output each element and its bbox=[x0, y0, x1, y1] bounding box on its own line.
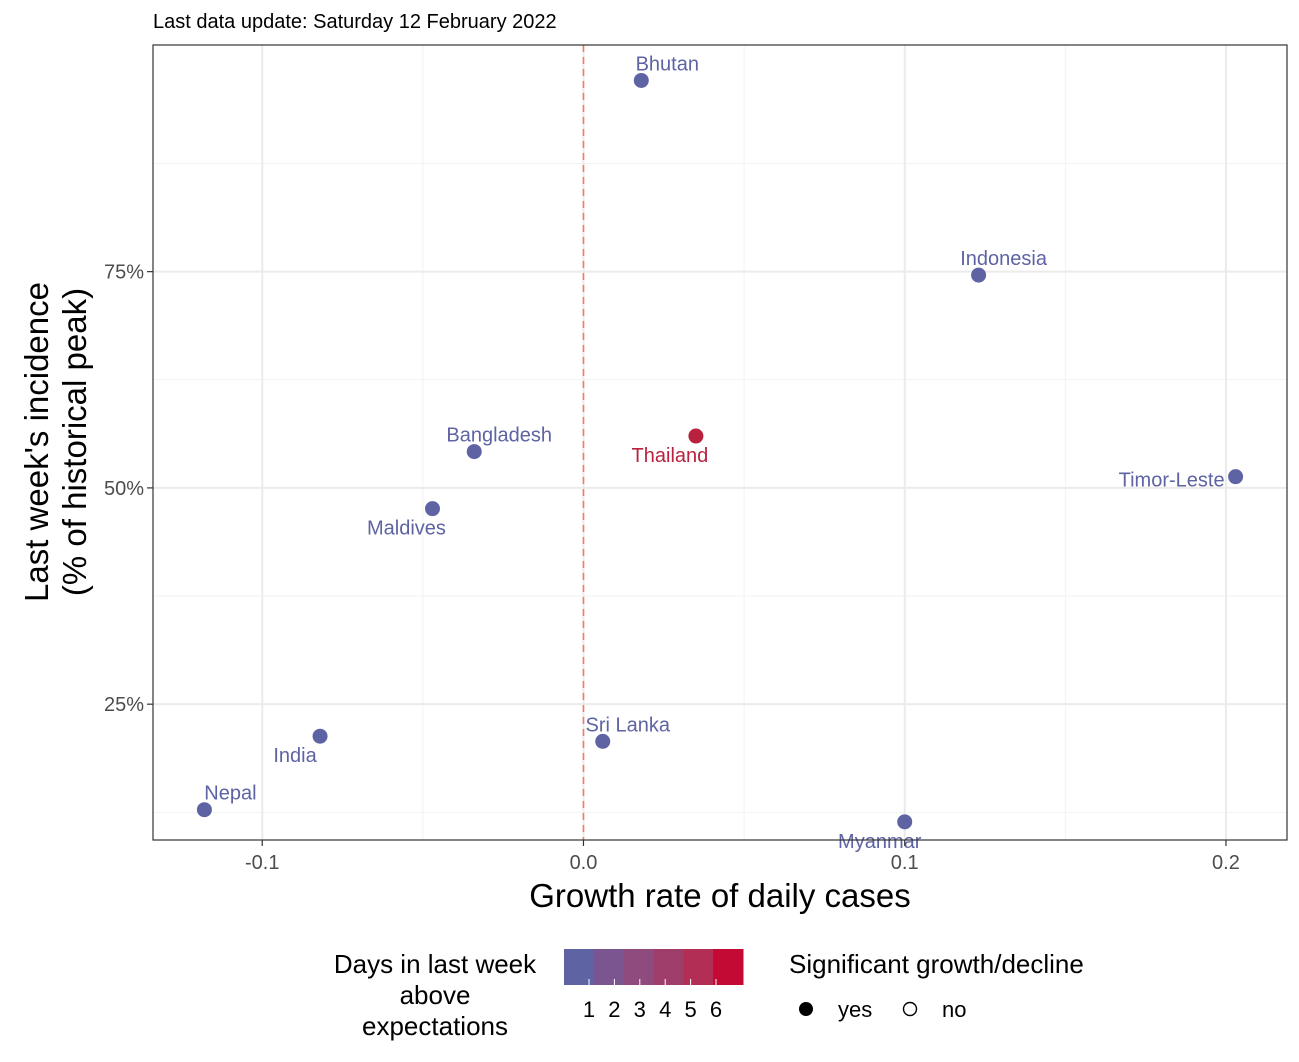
y-axis-title-line-1: Last week's incidence bbox=[18, 282, 55, 602]
point-label-maldives: Maldives bbox=[367, 518, 446, 540]
point-label-india: India bbox=[273, 745, 317, 767]
shape-legend-title: Significant growth/decline bbox=[789, 949, 1084, 979]
y-axis-title-line-2: (% of historical peak) bbox=[56, 288, 93, 596]
point-label-nepal: Nepal bbox=[204, 783, 256, 805]
shape-legend: Significant growth/decline yes no bbox=[789, 949, 1084, 1022]
point-label-indonesia: Indonesia bbox=[960, 248, 1048, 270]
gradient-label: 4 bbox=[659, 997, 671, 1022]
x-tick-label: 0.2 bbox=[1212, 852, 1240, 874]
gradient-segment bbox=[653, 949, 684, 985]
color-gradient-bar bbox=[564, 949, 744, 985]
gradient-label: 3 bbox=[634, 997, 646, 1022]
plot-panel-border bbox=[152, 44, 1288, 841]
y-axis-ticks: 25% 50% 75% bbox=[104, 262, 153, 716]
open-circle-legend-key bbox=[902, 1001, 918, 1017]
point-label-sri-lanka: Sri Lanka bbox=[585, 714, 670, 736]
color-legend-title-line-2: above bbox=[400, 980, 471, 1010]
color-legend-title-line-1: Days in last week bbox=[334, 949, 537, 979]
gradient-label: 2 bbox=[608, 997, 620, 1022]
point-sri-lanka bbox=[595, 733, 611, 749]
point-bangladesh bbox=[466, 444, 482, 460]
x-axis-title: Growth rate of daily cases bbox=[529, 877, 911, 914]
point-india bbox=[312, 728, 328, 744]
point-maldives bbox=[424, 501, 440, 517]
point-bhutan bbox=[633, 72, 649, 88]
gradient-segment bbox=[593, 949, 625, 985]
gradient-label: 5 bbox=[684, 997, 696, 1022]
y-tick-label: 50% bbox=[104, 478, 144, 500]
filled-circle-legend-key bbox=[799, 1002, 813, 1016]
point-label-timor-leste: Timor-Leste bbox=[1119, 470, 1225, 492]
x-tick-label: 0.0 bbox=[570, 852, 598, 874]
point-label-bhutan: Bhutan bbox=[636, 53, 699, 75]
data-points bbox=[196, 72, 1244, 830]
point-indonesia bbox=[971, 267, 987, 283]
point-label-thailand: Thailand bbox=[632, 445, 709, 467]
shape-legend-yes-label: yes bbox=[838, 997, 872, 1022]
x-axis-ticks: -0.1 0.0 0.1 0.2 bbox=[245, 840, 1240, 874]
shape-legend-no-label: no bbox=[942, 997, 966, 1022]
point-thailand bbox=[688, 428, 704, 444]
major-gridlines bbox=[153, 45, 1287, 840]
point-label-myanmar: Myanmar bbox=[838, 831, 922, 853]
point-timor-leste bbox=[1228, 469, 1244, 485]
data-point-labels: Bhutan Indonesia Bangladesh Thailand Timor-L… bbox=[204, 53, 1224, 852]
y-tick-label: 25% bbox=[104, 694, 144, 716]
gradient-label: 1 bbox=[583, 997, 595, 1022]
point-nepal bbox=[196, 802, 212, 818]
x-tick-label: -0.1 bbox=[245, 852, 279, 874]
x-tick-label: 0.1 bbox=[891, 852, 919, 874]
gradient-segment bbox=[713, 949, 744, 985]
last-update-note: Last data update: Saturday 12 February 2… bbox=[153, 11, 557, 33]
gradient-segment bbox=[564, 949, 595, 985]
gradient-label: 6 bbox=[710, 997, 722, 1022]
point-myanmar bbox=[897, 814, 913, 830]
gradient-segment bbox=[683, 949, 714, 985]
color-legend-title-line-3: expectations bbox=[362, 1011, 508, 1041]
minor-gridlines bbox=[153, 45, 1287, 840]
point-label-bangladesh: Bangladesh bbox=[446, 425, 552, 447]
gradient-segment bbox=[623, 949, 654, 985]
y-tick-label: 75% bbox=[104, 262, 144, 284]
